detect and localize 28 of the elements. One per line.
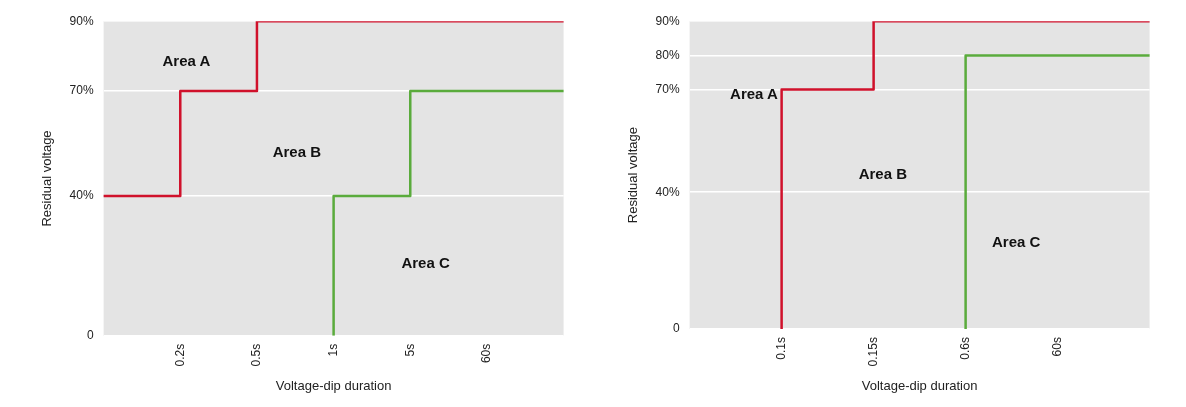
y-tick-label: 90% — [69, 13, 94, 28]
y-axis-title: Residual voltage — [625, 127, 641, 224]
x-axis-title: Voltage-dip duration — [275, 377, 392, 393]
annotation: Area B — [272, 143, 322, 161]
annotation: Area C — [401, 253, 450, 271]
y-tick-label: 70% — [69, 83, 94, 98]
y-tick-label: 40% — [69, 188, 94, 203]
y-tick-label: 0 — [86, 328, 94, 343]
x-tick-label: 0.15s — [865, 337, 880, 367]
y-tick-label: 70% — [655, 81, 680, 96]
x-tick-label: 1s — [325, 343, 340, 357]
x-tick-label: 60s — [479, 343, 494, 364]
y-axis-title: Residual voltage — [39, 130, 55, 227]
annotation: Area A — [162, 52, 211, 70]
annotation: Area C — [992, 232, 1041, 250]
y-tick-label: 90% — [655, 13, 680, 28]
y-tick-label: 40% — [655, 184, 680, 199]
x-tick-label: 60s — [1049, 337, 1064, 357]
x-axis-title: Voltage-dip duration — [861, 377, 978, 393]
y-tick-label: 80% — [655, 47, 680, 62]
x-tick-label: 5s — [402, 343, 417, 357]
x-tick-label: 0.1s — [773, 337, 788, 360]
x-tick-label: 0.2s — [172, 343, 187, 367]
y-tick-label: 0 — [672, 321, 680, 336]
x-tick-label: 0.6s — [957, 337, 972, 360]
annotation: Area A — [730, 85, 779, 103]
x-tick-label: 0.5s — [249, 343, 264, 367]
annotation: Area B — [858, 165, 908, 183]
